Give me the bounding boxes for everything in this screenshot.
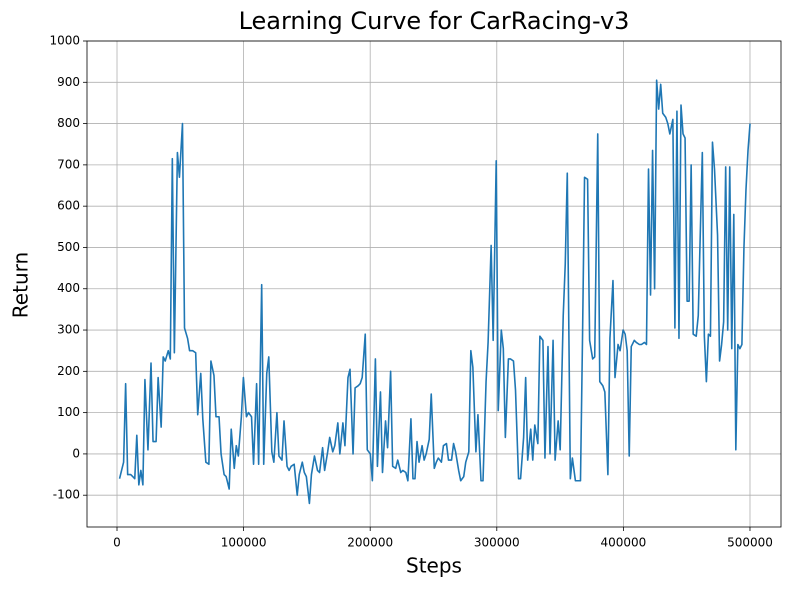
x-tick-label: 0 [113, 536, 121, 550]
data-line [118, 79, 751, 505]
y-tick-label: 500 [57, 240, 80, 254]
y-tick-label: 900 [57, 75, 80, 89]
y-tick-label: 100 [57, 405, 80, 419]
x-axis-label: Steps [406, 554, 462, 578]
y-tick-label: -100 [53, 488, 80, 502]
y-axis-label: Return [9, 252, 33, 318]
y-tick-label: 1000 [49, 34, 80, 48]
x-tick-label: 400000 [600, 536, 646, 550]
x-tick-label: 300000 [474, 536, 520, 550]
y-tick-label: 600 [57, 199, 80, 213]
x-tick-label: 500000 [727, 536, 773, 550]
y-tick-label: 300 [57, 323, 80, 337]
y-tick-label: 400 [57, 281, 80, 295]
y-tick-label: 0 [72, 446, 80, 460]
plot-frame [86, 40, 782, 528]
x-tick-label: 200000 [347, 536, 393, 550]
y-tick-label: 200 [57, 364, 80, 378]
chart-title: Learning Curve for CarRacing-v3 [239, 7, 630, 35]
x-tick-label: 100000 [221, 536, 267, 550]
y-tick-label: 700 [57, 157, 80, 171]
y-tick-label: 800 [57, 116, 80, 130]
